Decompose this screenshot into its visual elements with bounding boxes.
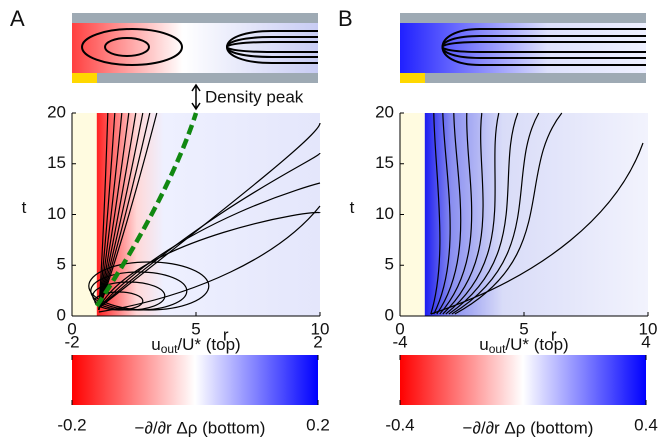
contour <box>98 152 321 309</box>
contour <box>98 112 116 311</box>
x-tick-label: 10 <box>639 319 658 338</box>
channel-wall <box>400 13 646 23</box>
contour <box>439 112 473 315</box>
colorbar-tick-label: 0.4 <box>634 415 658 434</box>
x-tick-label: 5 <box>519 319 528 338</box>
panel-label: A <box>10 6 25 31</box>
contour <box>442 112 484 315</box>
label-part: u <box>479 335 488 354</box>
contour <box>98 182 321 309</box>
x-tick-label: 0 <box>67 319 76 338</box>
channel-wall <box>72 13 318 23</box>
annotation-arrow <box>191 83 201 111</box>
x-axis-label: r <box>223 325 229 344</box>
channel-wall <box>400 73 646 83</box>
colorbar-tick-label: -4 <box>392 332 407 351</box>
contour <box>88 261 210 311</box>
label-part: /U* (top) <box>505 335 568 354</box>
contour <box>454 112 563 315</box>
contour <box>430 142 644 315</box>
y-tick-label: 5 <box>57 255 66 274</box>
y-tick-label: 10 <box>47 204 66 223</box>
contour <box>98 211 321 309</box>
flow-line <box>441 41 646 53</box>
channel-wall <box>72 73 318 83</box>
y-tick-label: 10 <box>375 204 394 223</box>
source-region <box>72 113 97 316</box>
y-axis-label: t <box>22 198 27 217</box>
colorbar-tick-label: 2 <box>313 332 322 351</box>
y-tick-label: 20 <box>375 102 394 121</box>
colorbar <box>72 355 318 405</box>
contour <box>430 112 441 315</box>
flow-loop <box>81 28 183 66</box>
x-tick-label: 0 <box>395 319 404 338</box>
y-tick-label: 20 <box>47 102 66 121</box>
source-region <box>400 113 425 316</box>
colorbar-top-label: uout/U* (top) <box>151 335 240 356</box>
density-peak-line <box>94 112 199 308</box>
annotation: Density peak <box>205 87 304 106</box>
colorbar-top-label: uout/U* (top) <box>479 335 568 356</box>
colorbar-tick-label: -2 <box>64 332 79 351</box>
flow-loop <box>104 37 150 57</box>
y-tick-label: 15 <box>375 153 394 172</box>
x-axis-label: r <box>551 325 557 344</box>
contour <box>451 112 540 315</box>
colorbar-tick-label: -0.4 <box>385 415 414 434</box>
label-part: /U* (top) <box>177 335 240 354</box>
source <box>400 73 425 83</box>
contour <box>98 205 321 313</box>
x-tick-label: 5 <box>191 319 200 338</box>
contour <box>445 112 500 315</box>
contour <box>433 112 451 315</box>
y-axis-label: t <box>350 198 355 217</box>
colorbar-bottom-label: −∂/∂r Δρ (bottom) <box>135 418 266 437</box>
panel-label: B <box>338 6 353 31</box>
contour <box>98 112 137 311</box>
y-tick-label: 0 <box>57 305 66 324</box>
colorbar <box>400 355 646 405</box>
colorbar-tick-label: 0.2 <box>306 415 330 434</box>
colorbar-tick-label: -0.2 <box>57 415 86 434</box>
contour <box>98 112 144 311</box>
colorbar-bottom-label: −∂/∂r Δρ (bottom) <box>463 418 594 437</box>
contour <box>98 122 321 309</box>
label-part: u <box>151 335 160 354</box>
channel-fill <box>72 22 318 74</box>
contour <box>98 112 109 311</box>
label-sub: out <box>161 342 178 356</box>
x-tick-label: 10 <box>311 319 330 338</box>
heatmap <box>424 113 648 316</box>
contour <box>448 112 519 315</box>
y-tick-label: 0 <box>385 305 394 324</box>
label-sub: out <box>489 342 506 356</box>
contour <box>98 112 123 311</box>
y-tick-label: 5 <box>385 255 394 274</box>
y-tick-label: 15 <box>47 153 66 172</box>
source <box>72 73 97 83</box>
flow-line <box>226 41 318 53</box>
contour <box>436 112 462 315</box>
colorbar-tick-label: 4 <box>641 332 650 351</box>
contour <box>98 112 130 311</box>
